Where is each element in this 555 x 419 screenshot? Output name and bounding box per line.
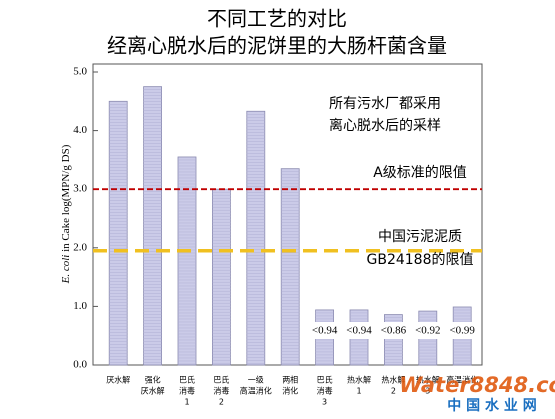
annotation: 所有污水厂都采用 <box>329 96 441 112</box>
x-tick-label: 高温消化 <box>446 375 478 385</box>
x-tick-label: 3 <box>425 387 430 396</box>
x-tick-label: 2 <box>219 398 224 407</box>
y-axis-label-rest: in Cake log(MPN/g DS) <box>60 144 72 254</box>
x-tick-label: 巴氏 <box>179 376 195 385</box>
x-tick-label: 巴氏 <box>317 376 333 385</box>
value-label: <0.99 <box>449 325 475 337</box>
y-tick-label: 4.0 <box>73 124 87 136</box>
x-tick-label: 消毒 <box>213 386 229 396</box>
bar <box>211 188 231 366</box>
value-label-bg <box>411 322 444 339</box>
bar <box>280 168 300 366</box>
x-tick-label: 两相 <box>282 375 298 385</box>
x-tick-label: 热水解 <box>381 375 405 385</box>
value-label-bg <box>343 322 375 339</box>
x-tick-label: 热水解 <box>347 375 371 385</box>
y-axis-label-italic: E. coli <box>60 255 72 285</box>
value-label-bg <box>308 322 341 339</box>
chart-title: 不同工艺的对比 <box>207 7 347 31</box>
y-tick-label: 5.0 <box>73 66 87 78</box>
y-tick-label: 0.0 <box>73 359 87 371</box>
chart-subtitle: 经离心脱水后的泥饼里的大肠杆菌含量 <box>107 34 447 58</box>
x-tick-label: 一级 <box>248 375 264 385</box>
bar <box>246 110 266 366</box>
x-tick-label: 1 <box>184 398 189 407</box>
y-tick-label: 3.0 <box>73 183 87 195</box>
watermark: Water8848.com <box>399 373 555 397</box>
y-tick-label: 1.0 <box>73 300 87 312</box>
reference-label: 中国污泥泥质 <box>378 229 462 245</box>
y-axis-label: E. coli in Cake log(MPN/g DS) <box>60 144 72 284</box>
value-label: <0.94 <box>312 325 338 337</box>
x-tick-label: 消毒 <box>179 386 195 396</box>
x-tick-label: 2 <box>391 387 396 396</box>
x-tick-label: 3 <box>322 398 327 407</box>
x-tick-label: 厌水解 <box>141 386 165 396</box>
value-label-bg <box>377 322 410 339</box>
value-label: <0.94 <box>346 325 372 337</box>
value-label: <0.92 <box>415 325 440 337</box>
value-label-bg <box>446 322 479 339</box>
reference-label: GB24188的限值 <box>367 252 474 268</box>
x-tick-label: 1 <box>356 387 361 396</box>
watermark: 中 国 水 业 网 <box>447 397 537 414</box>
annotation: 离心脱水后的采样 <box>329 117 441 134</box>
x-tick-label: 消毒 <box>317 386 333 396</box>
x-tick-label: 高温消化 <box>240 386 272 396</box>
y-tick-label: 2.0 <box>73 241 87 253</box>
x-tick-label: 巴氏 <box>213 376 229 385</box>
x-tick-label: 消化 <box>282 386 298 396</box>
reference-label: A级标准的限值 <box>373 165 467 181</box>
bar <box>143 86 163 366</box>
x-tick-label: 强化 <box>145 375 161 385</box>
value-label: <0.86 <box>381 325 407 337</box>
x-tick-label: 热水解 <box>416 375 440 385</box>
x-tick-label: 厌水解 <box>106 375 130 385</box>
